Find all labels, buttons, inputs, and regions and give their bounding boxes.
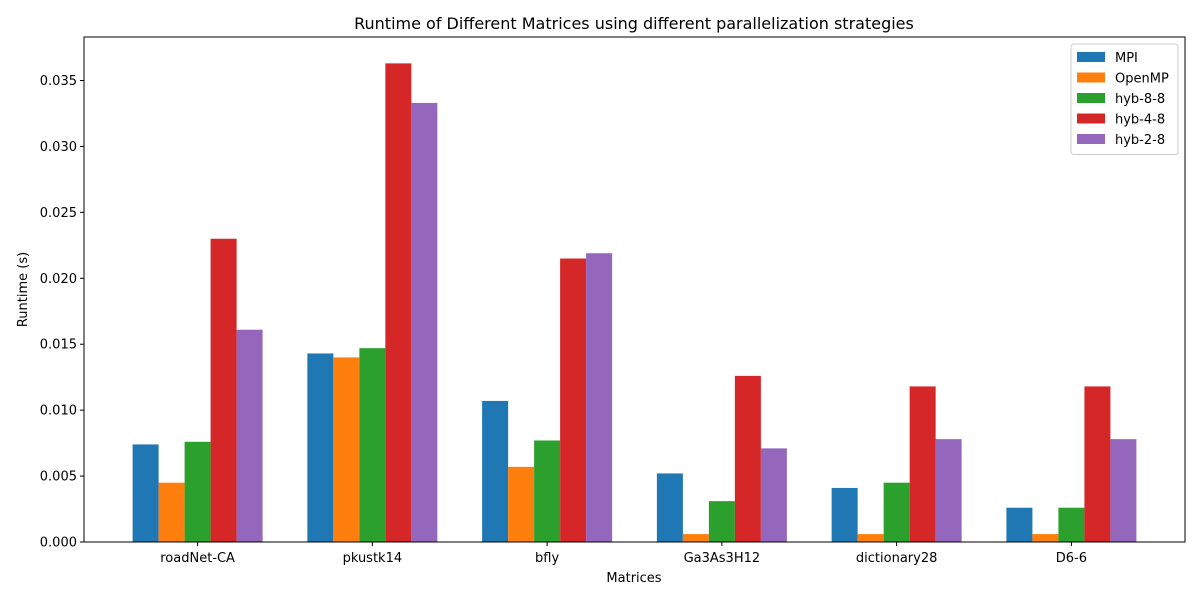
y-axis: 0.000 0.005 0.010 0.015 0.020 0.025 0.030 0.035 [40,74,84,551]
bar-mpi-2 [482,400,509,542]
bar-hyb-4-8-1 [385,63,412,542]
bar-hyb-2-8-3 [760,448,787,542]
y-axis-title: Runtime (s) [16,252,31,327]
legend-label: hyb-4-8 [1115,113,1165,128]
bar-openmp-3 [682,534,709,542]
bar-hyb-8-8-0 [184,441,211,542]
y-tick-label: 0.010 [40,404,77,419]
legend-label: MPI [1115,51,1138,66]
y-tick-label: 0.020 [40,272,77,287]
bar-hyb-8-8-2 [534,440,561,542]
bar-hyb-2-8-2 [586,253,613,542]
bar-mpi-5 [1006,507,1033,542]
legend-label: hyb-2-8 [1115,133,1165,148]
bars-group [132,63,1137,543]
bar-openmp-2 [508,466,535,542]
bar-openmp-4 [857,534,884,542]
bar-hyb-2-8-4 [935,439,962,542]
bar-hyb-8-8-4 [883,482,910,542]
legend-label: hyb-8-8 [1115,92,1165,107]
bar-mpi-1 [307,353,334,542]
bar-hyb-2-8-1 [411,102,438,543]
legend-label: OpenMP [1115,72,1169,87]
x-tick-label: dictionary28 [856,551,937,566]
legend-swatch [1077,93,1105,103]
y-tick-label: 0.030 [40,140,77,155]
bar-openmp-5 [1032,534,1059,542]
y-tick-label: 0.000 [40,536,77,551]
x-tick-label: Ga3As3H12 [684,551,761,566]
bar-mpi-4 [831,487,858,542]
y-tick-label: 0.025 [40,206,77,221]
bar-hyb-4-8-3 [734,375,761,542]
legend-swatch [1077,134,1105,144]
bar-hyb-4-8-5 [1084,386,1111,542]
bar-hyb-8-8-5 [1058,507,1085,542]
bar-hyb-4-8-2 [560,258,587,542]
bar-hyb-4-8-0 [210,238,237,542]
y-tick-label: 0.035 [40,74,77,89]
bar-mpi-3 [656,473,683,542]
bar-hyb-4-8-4 [909,386,936,542]
legend: MPI OpenMP hyb-8-8 hyb-4-8 hyb-2-8 [1070,43,1179,155]
x-tick-label: D6-6 [1056,551,1087,566]
legend-swatch [1077,113,1105,124]
x-tick-label: roadNet-CA [160,551,235,566]
x-tick-label: bfly [535,551,559,566]
x-axis-title: Matrices [606,571,661,586]
chart-title: Runtime of Different Matrices using diff… [354,14,914,33]
bar-openmp-1 [333,357,360,542]
bar-hyb-8-8-3 [708,501,735,542]
x-tick-label: pkustk14 [343,551,403,566]
bar-openmp-0 [158,482,185,542]
bar-hyb-2-8-0 [236,329,263,542]
y-tick-label: 0.005 [40,470,77,485]
bar-mpi-0 [132,444,159,542]
bar-hyb-2-8-5 [1110,439,1137,542]
legend-swatch [1077,72,1105,83]
legend-swatch [1077,52,1105,62]
legend-box [1070,43,1179,155]
y-tick-label: 0.015 [40,338,77,353]
x-axis: roadNet-CA pkustk14 bfly Ga3As3H12 dictionar… [160,542,1087,566]
plot-frame [83,36,1186,543]
bar-hyb-8-8-1 [359,348,386,542]
